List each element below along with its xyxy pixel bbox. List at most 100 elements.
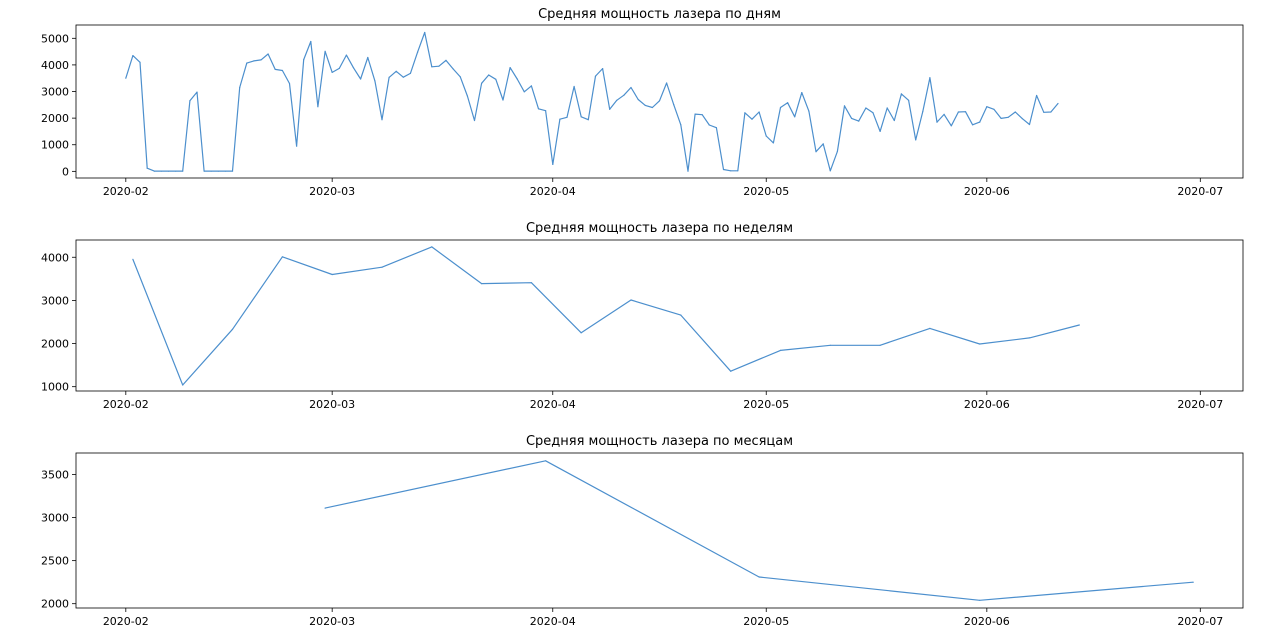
data-point	[708, 124, 710, 126]
data-point	[381, 266, 383, 268]
data-point	[609, 108, 611, 110]
data-point	[231, 328, 234, 330]
data-point	[374, 80, 376, 82]
x-tick-label: 2020-05	[743, 615, 789, 628]
y-tick-label: 2000	[41, 338, 69, 351]
data-point	[936, 121, 938, 123]
x-tick-label: 2020-06	[964, 185, 1010, 198]
y-tick-label: 0	[62, 165, 69, 178]
series-points	[125, 31, 1059, 172]
data-point	[1021, 118, 1024, 120]
data-point	[253, 60, 255, 62]
data-point	[153, 170, 155, 172]
x-tick-label: 2020-02	[103, 185, 149, 198]
data-point	[787, 102, 789, 104]
data-point	[637, 98, 639, 101]
data-point	[132, 258, 134, 260]
data-point	[1000, 117, 1002, 119]
data-point	[545, 460, 547, 462]
data-point	[644, 104, 646, 106]
y-tick-label: 2000	[41, 598, 69, 611]
data-point	[1057, 102, 1059, 105]
x-tick-label: 2020-02	[103, 398, 149, 411]
data-point	[929, 327, 931, 329]
data-point	[303, 59, 305, 61]
data-point	[431, 246, 433, 248]
data-point	[1078, 324, 1080, 326]
data-point	[829, 170, 831, 172]
data-point	[125, 77, 127, 79]
series-points	[132, 246, 1080, 386]
data-point	[794, 116, 796, 118]
data-point	[701, 114, 703, 116]
axes-frame	[75, 239, 1244, 392]
data-point	[473, 119, 476, 122]
data-point	[666, 82, 668, 84]
y-tick-label: 1000	[41, 381, 69, 394]
data-point	[267, 53, 269, 55]
data-point	[580, 332, 582, 334]
data-point	[552, 163, 554, 165]
data-point	[715, 127, 718, 129]
chart-panel-2: Средняя мощность лазера по неделям 2020-0…	[41, 221, 1244, 411]
data-point	[843, 105, 846, 107]
data-point	[331, 71, 333, 73]
data-point	[730, 170, 732, 172]
data-point	[481, 283, 483, 285]
data-point	[993, 108, 995, 110]
y-tick-label: 2000	[41, 112, 69, 125]
data-point	[459, 76, 461, 78]
data-point	[331, 273, 333, 276]
y-tick-label: 2500	[41, 555, 69, 568]
data-point	[886, 107, 888, 109]
data-point	[651, 106, 654, 109]
data-point	[488, 74, 490, 76]
x-tick-label: 2020-05	[743, 185, 789, 198]
x-tick-label: 2020-07	[1177, 615, 1223, 628]
data-point	[858, 120, 860, 122]
data-point	[466, 95, 468, 97]
data-point	[530, 282, 533, 284]
data-point	[431, 66, 433, 68]
data-point	[680, 314, 682, 316]
chart-panel-3: Средняя мощность лазера по месяцам 2020-0…	[41, 434, 1244, 628]
data-point	[737, 170, 739, 172]
y-tick-label: 4000	[41, 251, 69, 264]
data-point	[829, 344, 831, 346]
data-point	[545, 110, 547, 112]
data-point	[210, 170, 212, 172]
data-point	[481, 82, 483, 84]
data-point	[915, 139, 917, 141]
data-point	[324, 507, 326, 509]
data-point	[687, 170, 689, 172]
data-point	[367, 56, 369, 59]
chart-title: Средняя мощность лазера по дням	[538, 7, 781, 22]
data-point	[722, 168, 725, 171]
series-line	[324, 460, 1194, 601]
data-point	[587, 119, 589, 121]
data-point	[217, 170, 219, 172]
x-tick-label: 2020-03	[309, 185, 355, 198]
data-point	[822, 143, 824, 145]
data-point	[872, 112, 874, 114]
series-line	[125, 31, 1059, 172]
data-point	[360, 78, 362, 80]
data-point	[979, 343, 981, 345]
data-point	[224, 170, 226, 172]
series-points	[324, 460, 1194, 601]
data-point	[445, 59, 447, 62]
data-point	[1007, 116, 1009, 118]
data-point	[196, 91, 198, 93]
data-point	[772, 142, 775, 144]
y-tick-label: 5000	[41, 32, 69, 45]
data-point	[417, 51, 419, 53]
axes-frame	[75, 452, 1244, 609]
data-point	[239, 86, 241, 89]
data-point	[324, 50, 326, 52]
chart-panel-1: Средняя мощность лазера по дням 2020-02 20…	[41, 7, 1244, 198]
data-point	[865, 107, 867, 109]
data-point	[352, 67, 355, 69]
data-point	[509, 67, 511, 69]
y-tick-label: 3000	[41, 294, 69, 307]
data-point	[1050, 111, 1052, 113]
